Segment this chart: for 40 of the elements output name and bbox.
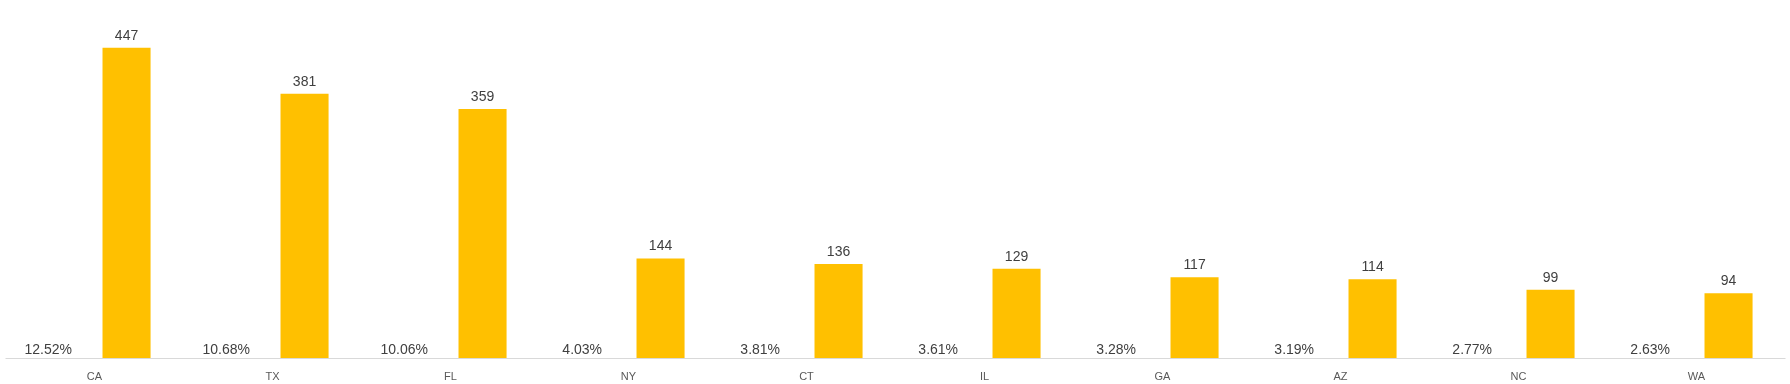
x-tick-label: AZ [1333,369,1348,382]
x-tick-label: GA [1154,369,1172,382]
bar [1526,289,1575,359]
bar [1170,277,1219,359]
x-tick-label: NC [1510,369,1527,382]
bar [280,93,329,359]
x-tick-label: WA [1687,369,1706,382]
data-label: 136 [826,242,851,259]
data-label: 381 [292,72,317,89]
annotation: 2.77% [1452,340,1493,357]
x-tick-label: CA [86,369,103,382]
annotation: 3.28% [1096,340,1137,357]
bar [458,108,507,359]
x-tick-label: IL [979,369,990,382]
data-label: 129 [1004,247,1029,264]
x-tick-label: CT [799,369,815,382]
annotation: 2.63% [1630,340,1671,357]
bar [102,47,151,359]
annotation: 4.03% [562,340,603,357]
data-label: 144 [648,237,673,254]
bar [814,263,863,359]
data-label: 114 [1361,258,1384,275]
data-label: 99 [1542,268,1559,285]
x-tick-label: TX [265,369,281,382]
annotation: 3.19% [1274,340,1315,357]
annotation: 10.68% [202,340,250,357]
bar [1704,293,1753,359]
annotation: 3.81% [740,340,781,357]
data-label: 359 [470,87,495,104]
bar [636,258,685,359]
data-label: 447 [114,26,139,43]
bar [1348,279,1397,359]
annotation: 3.61% [918,340,959,357]
x-tick-label: NY [620,369,637,382]
x-tick-label: FL [444,369,457,382]
annotation: 10.06% [380,340,428,357]
data-label: 94 [1720,272,1737,289]
bar [992,268,1041,359]
annotation: 12.52% [24,340,72,357]
data-label: 117 [1183,256,1206,273]
